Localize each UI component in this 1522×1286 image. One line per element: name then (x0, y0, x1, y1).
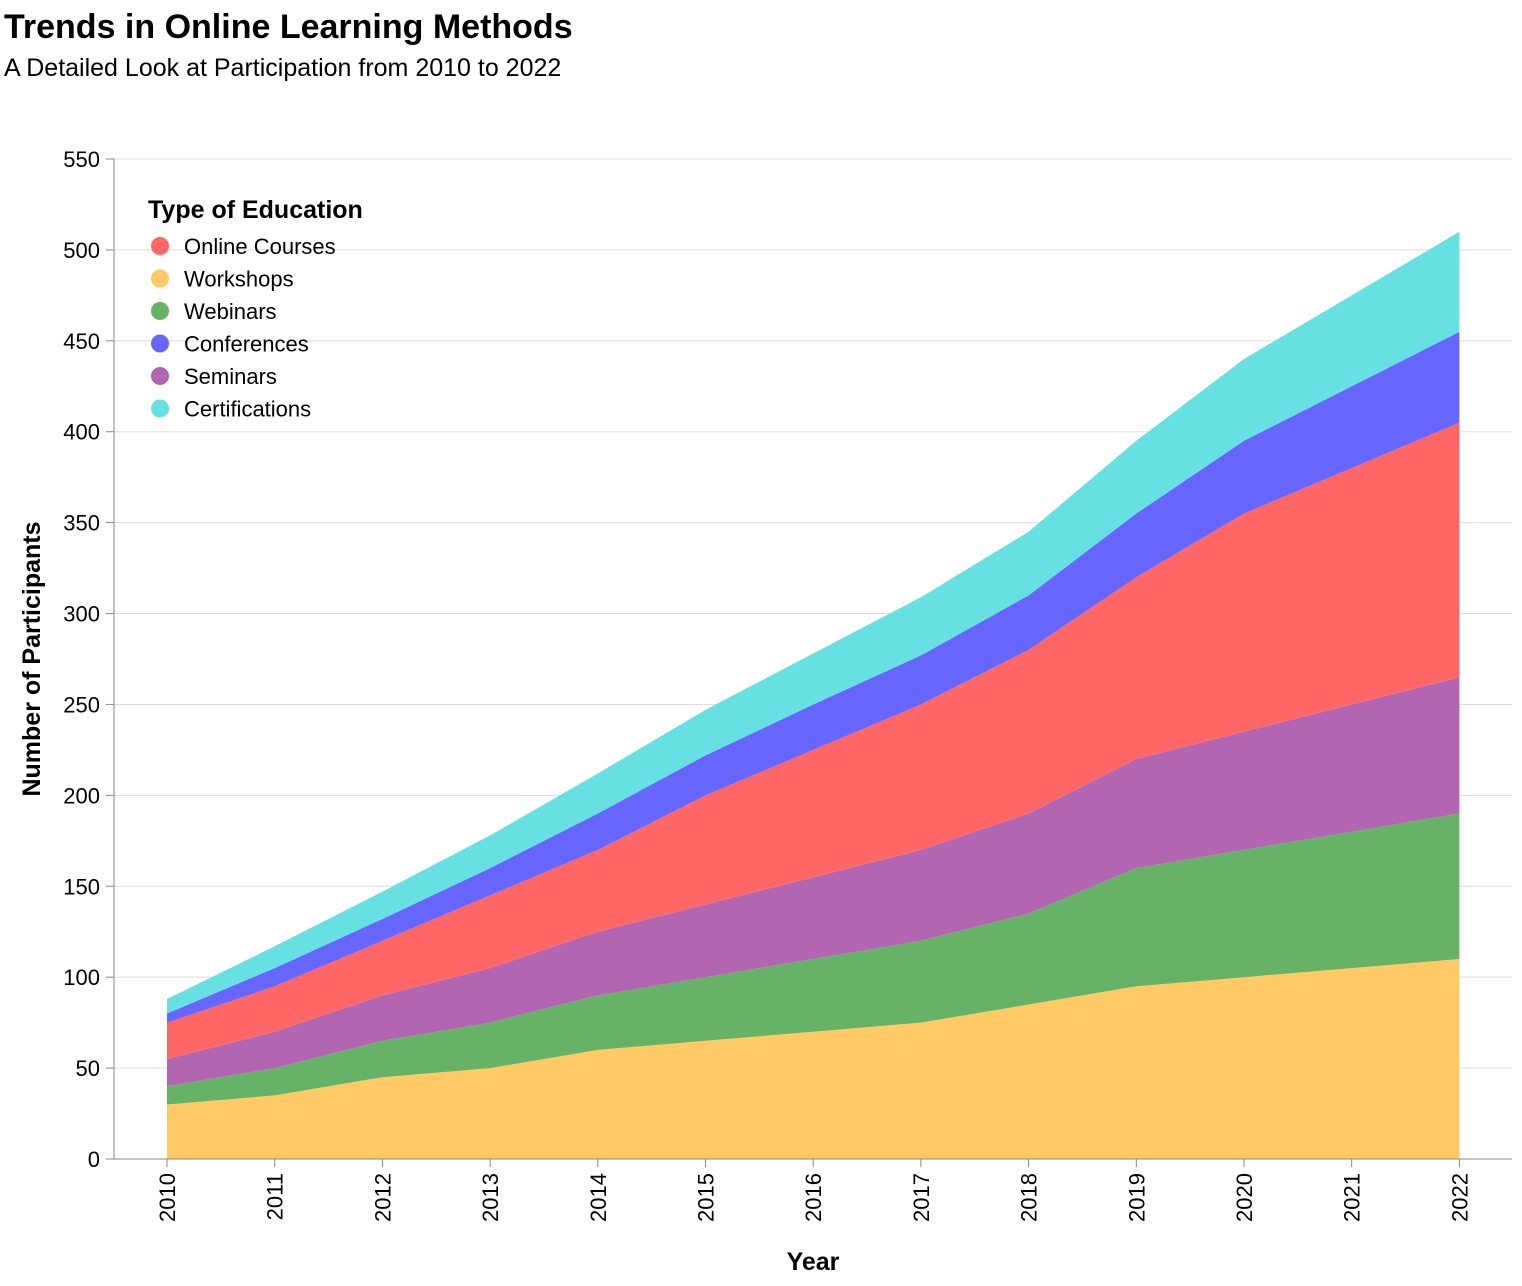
legend-swatch (151, 237, 169, 255)
y-tick-label: 350 (63, 511, 100, 536)
x-tick-label: 2019 (1124, 1173, 1149, 1222)
y-tick-label: 550 (63, 147, 100, 172)
y-tick-label: 500 (63, 238, 100, 263)
legend-swatch (151, 302, 169, 320)
y-tick-label: 150 (63, 874, 100, 899)
legend-label: Certifications (184, 397, 311, 422)
chart-subtitle: A Detailed Look at Participation from 20… (4, 54, 562, 82)
x-tick-label: 2013 (478, 1173, 503, 1222)
legend-label: Conferences (184, 332, 309, 357)
legend-label: Online Courses (184, 234, 336, 259)
legend-label: Webinars (184, 299, 277, 324)
y-tick-label: 200 (63, 783, 100, 808)
x-tick-label: 2012 (370, 1173, 395, 1222)
y-tick-label: 450 (63, 329, 100, 354)
area-online-courses (167, 422, 1460, 1060)
y-tick-label: 0 (88, 1147, 100, 1172)
legend-swatch (151, 269, 169, 288)
x-tick-label: 2014 (586, 1173, 611, 1222)
y-tick-label: 50 (76, 1056, 100, 1081)
x-tick-label: 2010 (155, 1173, 180, 1222)
legend: Type of Education Online Courses Workshop… (148, 196, 363, 422)
x-tick-label: 2015 (694, 1173, 719, 1222)
x-axis-title: Year (787, 1248, 840, 1276)
y-axis-title: Number of Participants (18, 521, 46, 796)
x-tick-label: 2021 (1340, 1173, 1365, 1222)
y-tick-label: 300 (63, 602, 100, 627)
y-tick-label: 100 (63, 965, 100, 990)
x-tick-label: 2017 (909, 1173, 934, 1222)
x-tick-label: 2018 (1017, 1173, 1042, 1222)
x-tick-label: 2011 (263, 1173, 288, 1220)
area-seminars (167, 677, 1460, 1087)
area-series (167, 231, 1460, 1159)
legend-label: Workshops (184, 267, 294, 292)
legend-swatch (151, 399, 169, 418)
legend-swatch (151, 334, 169, 353)
axes: 0 50 100 150 200 250 300 350 400 450 500 550 2010 201… (63, 147, 1512, 1222)
legend-swatch (151, 367, 169, 385)
x-tick-label: 2022 (1447, 1173, 1472, 1222)
x-tick-label: 2020 (1232, 1173, 1257, 1222)
y-tick-label: 250 (63, 692, 100, 717)
chart-title: Trends in Online Learning Methods (4, 8, 573, 46)
y-tick-label: 400 (63, 420, 100, 445)
area-conferences (167, 331, 1460, 1023)
area-certifications (167, 231, 1460, 1014)
x-tick-label: 2016 (801, 1173, 826, 1222)
legend-label: Seminars (184, 364, 277, 389)
legend-title: Type of Education (148, 196, 363, 224)
area-workshops (167, 959, 1460, 1159)
